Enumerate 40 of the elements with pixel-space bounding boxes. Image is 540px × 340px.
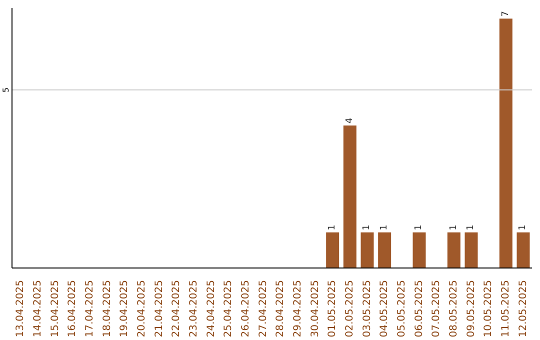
x-tick-label: 01.05.2025	[327, 280, 338, 338]
x-tick-label: 20.04.2025	[136, 280, 148, 338]
x-tick-label: 05.05.2025	[396, 280, 408, 338]
x-tick-label: 17.04.2025	[84, 280, 96, 338]
x-tick-label: 23.04.2025	[188, 280, 200, 338]
data-label: 7	[500, 10, 511, 17]
x-tick-label: 06.05.2025	[414, 280, 425, 338]
x-tick-label: 22.04.2025	[171, 280, 182, 338]
x-tick-label: 29.04.2025	[292, 280, 304, 338]
data-label: 1	[466, 224, 476, 230]
x-tick-label: 14.04.2025	[32, 280, 44, 338]
x-tick-label: 16.04.2025	[67, 280, 78, 338]
x-tick-label: 24.04.2025	[206, 280, 217, 338]
x-tick-label: 08.05.2025	[448, 280, 460, 338]
x-tick-label: 21.04.2025	[154, 280, 165, 338]
x-tick-label: 15.04.2025	[50, 280, 61, 338]
x-tick-label: 03.05.2025	[362, 280, 373, 338]
x-tick-label: 04.05.2025	[379, 280, 390, 338]
data-label: 4	[344, 118, 355, 124]
x-tick-label: 02.05.2025	[344, 280, 356, 338]
data-label: 1	[448, 224, 459, 230]
x-tick-label: 11.05.2025	[500, 280, 512, 338]
data-label: 1	[518, 224, 528, 230]
x-tick-label: 27.04.2025	[258, 280, 269, 338]
x-tick-label: 19.04.2025	[119, 280, 130, 338]
x-tick-label: 30.04.2025	[310, 280, 321, 338]
x-tick-label: 09.05.2025	[466, 280, 477, 338]
x-tick-label: 13.04.2025	[15, 280, 26, 338]
x-tick-label: 28.04.2025	[275, 280, 286, 338]
x-tick-label: 26.04.2025	[240, 280, 252, 338]
x-tick-label: 12.05.2025	[518, 280, 529, 338]
data-label: 1	[362, 224, 372, 230]
data-label: 1	[380, 224, 390, 230]
x-tick-label: 18.04.2025	[102, 280, 113, 338]
x-tick-label: 10.05.2025	[483, 280, 494, 338]
data-label: 1	[328, 224, 338, 230]
x-tick-label: 25.04.2025	[223, 280, 234, 338]
x-tick-label: 07.05.2025	[431, 280, 442, 338]
ref-line-label: 5	[2, 87, 10, 92]
data-label: 1	[414, 224, 424, 230]
